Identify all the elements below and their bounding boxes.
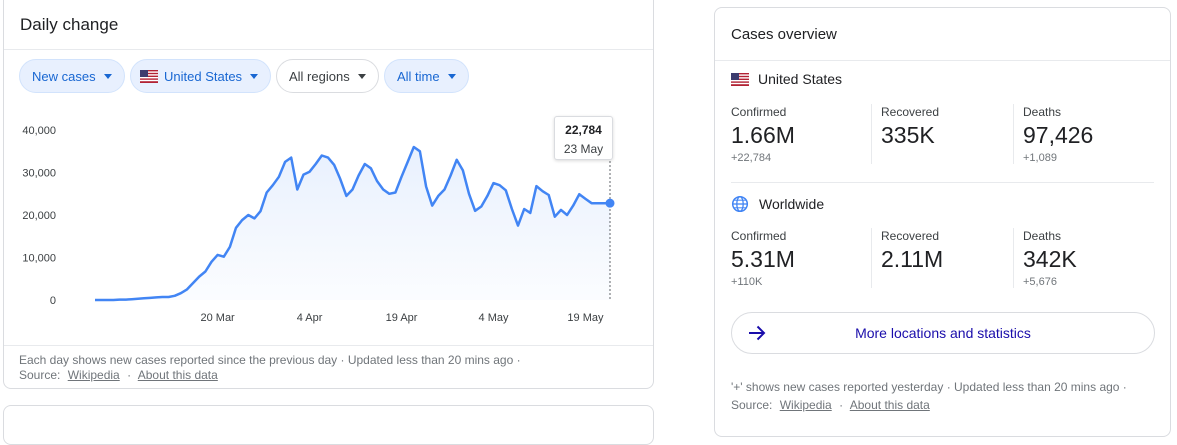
chevron-down-icon: [447, 73, 456, 79]
stat-value: 342K: [1023, 246, 1077, 272]
region-header-worldwide: Worldwide: [731, 195, 824, 213]
wikipedia-link[interactable]: Wikipedia: [67, 368, 120, 382]
filter-time-range[interactable]: All time: [384, 59, 469, 93]
region-name: Worldwide: [759, 196, 825, 212]
filter-new-cases[interactable]: New cases: [19, 59, 125, 93]
stat-label: Deaths: [1023, 229, 1062, 243]
x-tick-label: 19 Apr: [386, 312, 418, 324]
stat-value: 5.31M: [731, 246, 795, 272]
stat-value: 335K: [881, 122, 935, 148]
x-tick-label: 4 Apr: [297, 312, 323, 324]
chart-tooltip: 22,784 23 May: [554, 116, 613, 160]
stat-label: Recovered: [881, 105, 940, 119]
globe-icon: [731, 195, 749, 213]
filter-new-cases-label: New cases: [32, 68, 96, 84]
cases-overview-title: Cases overview: [731, 26, 837, 43]
footer-divider: [4, 345, 653, 346]
stat-delta: +110K: [731, 276, 763, 288]
cases-overview-card: Cases overview United States Confirmed 1…: [714, 7, 1171, 437]
hover-point: [605, 198, 615, 208]
y-tick-label: 20,000: [22, 210, 56, 222]
us-flag-icon: [731, 72, 749, 86]
x-tick-label: 4 May: [479, 312, 509, 324]
stat-delta: +5,676: [1023, 276, 1057, 288]
stat-value: 97,426: [1023, 122, 1094, 148]
region-name: United States: [758, 71, 843, 87]
region-divider: [731, 182, 1154, 183]
chevron-down-icon: [103, 73, 112, 79]
stat-separator: [1013, 104, 1014, 164]
chevron-down-icon: [357, 73, 366, 79]
filter-country[interactable]: United States: [130, 59, 272, 93]
source-label: Source:: [731, 398, 773, 412]
series-line: [95, 145, 610, 302]
stat-value: 2.11M: [881, 246, 944, 272]
daily-footer-note: Each day shows new cases reported since …: [19, 353, 521, 367]
stat-label: Confirmed: [731, 229, 787, 243]
filter-time-range-label: All time: [397, 68, 440, 84]
x-tick-label: 19 May: [567, 312, 604, 324]
footer-separator: ·: [839, 398, 844, 412]
daily-cases-chart[interactable]: 40,000 30,000 20,000 10,000 0 20 Mar 4 Apr 19 …: [4, 113, 655, 338]
series-area: [95, 147, 610, 300]
y-tick-label: 10,000: [22, 253, 56, 265]
title-divider: [715, 60, 1170, 61]
next-card: [3, 405, 654, 445]
stat-delta: +22,784: [731, 152, 772, 164]
tooltip-value: 22,784: [565, 123, 602, 137]
overview-footer: '+' shows new cases reported yesterday ·…: [731, 380, 1127, 413]
x-axis: 20 Mar 4 Apr 19 Apr 4 May 19 May: [200, 312, 604, 324]
arrow-right-icon: [749, 325, 766, 341]
region-header-us: United States: [731, 71, 842, 87]
stat-label: Confirmed: [731, 105, 787, 119]
stat-label: Deaths: [1023, 105, 1062, 119]
stat-label: Recovered: [881, 229, 940, 243]
wikipedia-link[interactable]: Wikipedia: [779, 398, 832, 412]
about-data-link[interactable]: About this data: [137, 368, 218, 382]
x-tick-label: 20 Mar: [200, 312, 235, 324]
overview-footer-note: '+' shows new cases reported yesterday ·…: [731, 380, 1127, 394]
y-tick-label: 40,000: [22, 125, 56, 137]
about-data-link[interactable]: About this data: [849, 398, 930, 412]
more-locations-button[interactable]: More locations and statistics: [731, 312, 1155, 354]
stat-separator: [871, 104, 872, 164]
y-axis: 40,000 30,000 20,000 10,000 0: [22, 125, 56, 307]
stat-value: 1.66M: [731, 122, 795, 148]
stat-separator: [1013, 228, 1014, 288]
filter-regions[interactable]: All regions: [276, 59, 379, 93]
y-tick-label: 30,000: [22, 168, 56, 180]
source-label: Source:: [19, 368, 61, 382]
more-locations-label: More locations and statistics: [855, 325, 1031, 341]
daily-change-card: Daily change New cases United States All…: [3, 0, 654, 389]
stat-delta: +1,089: [1023, 152, 1057, 164]
stat-separator: [871, 228, 872, 288]
tooltip-date: 23 May: [563, 142, 604, 156]
filter-regions-label: All regions: [289, 68, 350, 84]
y-tick-label: 0: [50, 295, 56, 307]
daily-change-title: Daily change: [20, 15, 119, 34]
daily-footer: Each day shows new cases reported since …: [19, 353, 521, 383]
chevron-down-icon: [250, 73, 259, 79]
title-divider: [4, 49, 653, 50]
filter-country-label: United States: [164, 68, 243, 84]
us-flag-icon: [140, 69, 158, 83]
footer-separator: ·: [127, 368, 132, 382]
